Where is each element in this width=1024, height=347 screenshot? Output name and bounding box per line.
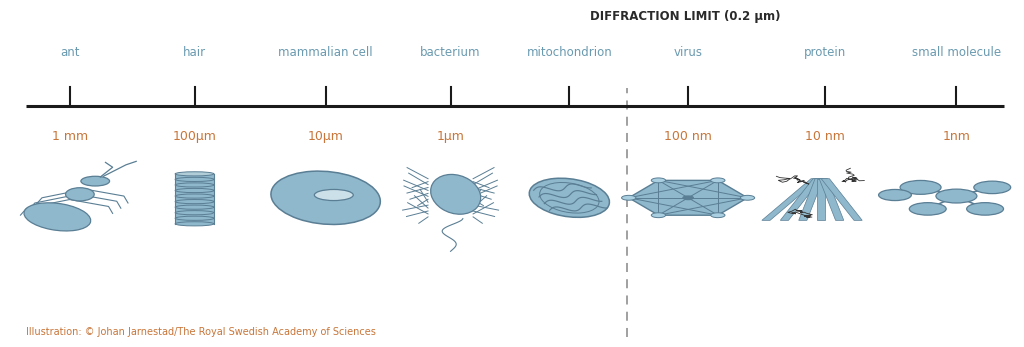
Ellipse shape xyxy=(66,188,94,201)
Polygon shape xyxy=(762,179,819,220)
Ellipse shape xyxy=(81,176,110,186)
Text: hair: hair xyxy=(183,46,206,59)
Text: 100μm: 100μm xyxy=(173,130,216,143)
Polygon shape xyxy=(817,179,825,220)
Ellipse shape xyxy=(175,205,214,209)
Circle shape xyxy=(622,195,636,200)
Circle shape xyxy=(651,213,666,218)
Polygon shape xyxy=(780,179,821,220)
Text: mammalian cell: mammalian cell xyxy=(279,46,373,59)
Ellipse shape xyxy=(175,216,214,220)
Polygon shape xyxy=(819,179,844,220)
Text: 1nm: 1nm xyxy=(942,130,971,143)
Circle shape xyxy=(879,189,911,201)
Circle shape xyxy=(967,203,1004,215)
Text: virus: virus xyxy=(674,46,702,59)
Circle shape xyxy=(651,178,666,183)
Circle shape xyxy=(711,178,725,183)
Circle shape xyxy=(711,213,725,218)
Circle shape xyxy=(936,189,977,203)
Ellipse shape xyxy=(271,171,380,225)
Circle shape xyxy=(909,203,946,215)
Text: ant: ant xyxy=(59,46,80,59)
Text: small molecule: small molecule xyxy=(911,46,1001,59)
FancyBboxPatch shape xyxy=(175,186,214,191)
Circle shape xyxy=(740,195,755,200)
Text: Illustration: © Johan Jarnestad/The Royal Swedish Academy of Sciences: Illustration: © Johan Jarnestad/The Roya… xyxy=(26,327,376,337)
Text: 10μm: 10μm xyxy=(307,130,344,143)
FancyBboxPatch shape xyxy=(175,191,214,196)
Polygon shape xyxy=(799,179,823,220)
Text: 10 nm: 10 nm xyxy=(806,130,845,143)
Text: 100 nm: 100 nm xyxy=(665,130,712,143)
Circle shape xyxy=(900,180,941,194)
Circle shape xyxy=(974,181,1011,194)
Ellipse shape xyxy=(175,211,214,215)
Polygon shape xyxy=(821,179,862,220)
Polygon shape xyxy=(629,180,748,215)
Ellipse shape xyxy=(529,178,609,217)
FancyBboxPatch shape xyxy=(175,219,214,224)
Text: 1 mm: 1 mm xyxy=(51,130,88,143)
Ellipse shape xyxy=(175,188,214,193)
Circle shape xyxy=(683,196,693,200)
FancyBboxPatch shape xyxy=(175,197,214,202)
Ellipse shape xyxy=(175,200,214,204)
Ellipse shape xyxy=(175,222,214,226)
FancyBboxPatch shape xyxy=(175,208,214,213)
Text: DIFFRACTION LIMIT (0.2 μm): DIFFRACTION LIMIT (0.2 μm) xyxy=(590,10,780,23)
FancyBboxPatch shape xyxy=(175,175,214,179)
Text: bacterium: bacterium xyxy=(420,46,481,59)
Ellipse shape xyxy=(431,175,480,214)
Ellipse shape xyxy=(175,194,214,198)
FancyBboxPatch shape xyxy=(175,213,214,218)
FancyBboxPatch shape xyxy=(175,202,214,207)
Ellipse shape xyxy=(175,183,214,187)
Ellipse shape xyxy=(24,203,91,231)
Text: 1μm: 1μm xyxy=(436,130,465,143)
Ellipse shape xyxy=(314,189,353,201)
Ellipse shape xyxy=(175,172,214,176)
Text: mitochondrion: mitochondrion xyxy=(526,46,612,59)
FancyBboxPatch shape xyxy=(175,180,214,185)
Text: protein: protein xyxy=(804,46,847,59)
Ellipse shape xyxy=(175,177,214,181)
